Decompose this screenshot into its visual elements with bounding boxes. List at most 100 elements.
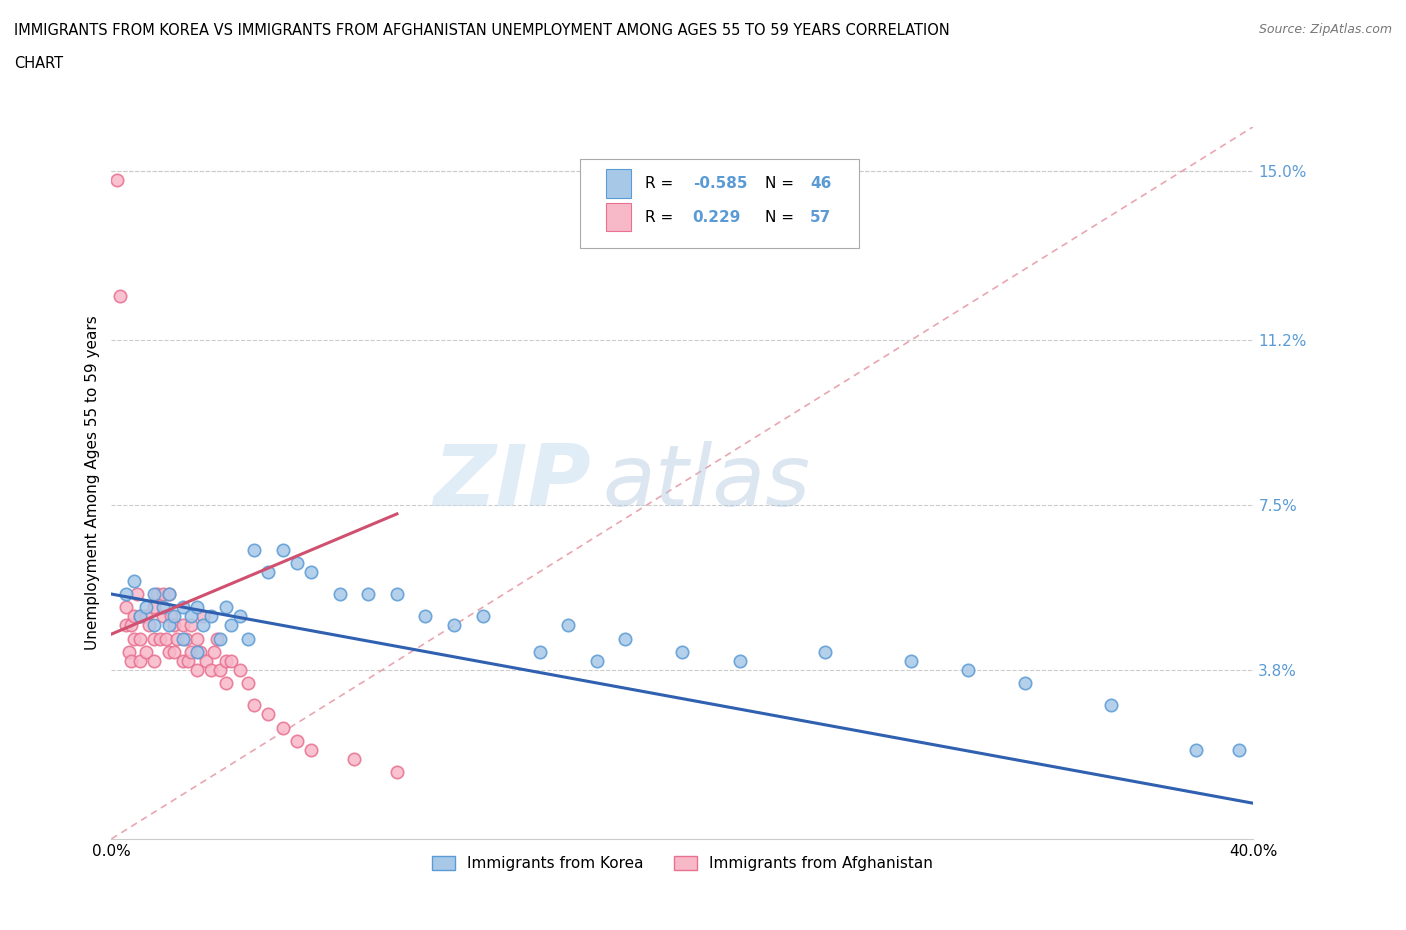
Point xyxy=(257,707,280,722)
Point xyxy=(114,587,136,602)
Point xyxy=(585,654,607,669)
Text: N =: N = xyxy=(765,176,799,191)
Point xyxy=(129,609,152,624)
Point xyxy=(172,631,194,646)
Point xyxy=(299,742,322,757)
Point xyxy=(114,618,136,632)
Point xyxy=(117,644,139,659)
Point xyxy=(143,618,166,632)
Point xyxy=(157,618,180,632)
Point xyxy=(529,644,551,659)
Point xyxy=(152,609,174,624)
FancyBboxPatch shape xyxy=(579,159,859,247)
Point xyxy=(299,565,322,579)
Point xyxy=(1185,742,1208,757)
Point xyxy=(357,587,380,602)
Point xyxy=(120,618,142,632)
Point xyxy=(343,751,366,766)
Point xyxy=(1227,742,1250,757)
Point xyxy=(129,631,152,646)
Point xyxy=(127,587,149,602)
Point xyxy=(186,644,208,659)
Point xyxy=(143,600,166,615)
FancyBboxPatch shape xyxy=(606,203,631,232)
Point xyxy=(229,609,252,624)
Point xyxy=(122,573,145,588)
Point xyxy=(135,600,157,615)
Text: 57: 57 xyxy=(810,209,831,224)
FancyBboxPatch shape xyxy=(606,169,631,198)
Text: Source: ZipAtlas.com: Source: ZipAtlas.com xyxy=(1258,23,1392,36)
Point xyxy=(163,609,186,624)
Point xyxy=(202,644,225,659)
Point xyxy=(163,618,186,632)
Point xyxy=(108,288,131,303)
Point xyxy=(160,609,183,624)
Point xyxy=(243,698,266,712)
Point xyxy=(120,654,142,669)
Point xyxy=(271,542,294,557)
Point xyxy=(257,565,280,579)
Point xyxy=(200,609,222,624)
Point xyxy=(157,587,180,602)
Point xyxy=(155,631,177,646)
Point xyxy=(271,720,294,735)
Text: 46: 46 xyxy=(810,176,832,191)
Point xyxy=(671,644,693,659)
Text: 0.229: 0.229 xyxy=(693,209,741,224)
Point xyxy=(221,654,243,669)
Point xyxy=(180,644,202,659)
Point xyxy=(188,644,211,659)
Point xyxy=(186,600,208,615)
Point xyxy=(172,618,194,632)
Point xyxy=(728,654,751,669)
Point xyxy=(200,662,222,677)
Point xyxy=(129,654,152,669)
Point xyxy=(122,631,145,646)
Point xyxy=(129,609,152,624)
Point xyxy=(814,644,837,659)
Text: CHART: CHART xyxy=(14,56,63,71)
Point xyxy=(138,618,160,632)
Point xyxy=(205,631,228,646)
Point xyxy=(1014,675,1036,690)
Text: -0.585: -0.585 xyxy=(693,176,747,191)
Point xyxy=(208,662,231,677)
Point xyxy=(443,618,465,632)
Y-axis label: Unemployment Among Ages 55 to 59 years: Unemployment Among Ages 55 to 59 years xyxy=(86,315,100,650)
Point xyxy=(208,631,231,646)
Point xyxy=(174,631,197,646)
Text: IMMIGRANTS FROM KOREA VS IMMIGRANTS FROM AFGHANISTAN UNEMPLOYMENT AMONG AGES 55 : IMMIGRANTS FROM KOREA VS IMMIGRANTS FROM… xyxy=(14,23,950,38)
Point xyxy=(135,644,157,659)
Point xyxy=(172,600,194,615)
Point xyxy=(146,587,169,602)
Point xyxy=(1099,698,1122,712)
Point xyxy=(149,631,172,646)
Point xyxy=(122,609,145,624)
Point xyxy=(166,631,188,646)
Point xyxy=(557,618,579,632)
Point xyxy=(385,587,408,602)
Point xyxy=(143,631,166,646)
Point xyxy=(238,631,260,646)
Point xyxy=(186,662,208,677)
Point xyxy=(900,654,922,669)
Text: R =: R = xyxy=(645,209,683,224)
Point xyxy=(172,654,194,669)
Point xyxy=(191,618,214,632)
Point xyxy=(186,631,208,646)
Point xyxy=(229,662,252,677)
Point xyxy=(214,600,236,615)
Point xyxy=(221,618,243,632)
Point xyxy=(243,542,266,557)
Point xyxy=(285,555,308,570)
Point xyxy=(285,734,308,749)
Point xyxy=(157,644,180,659)
Point xyxy=(194,654,217,669)
Point xyxy=(163,644,186,659)
Text: R =: R = xyxy=(645,176,678,191)
Point xyxy=(956,662,979,677)
Point xyxy=(143,587,166,602)
Point xyxy=(614,631,637,646)
Point xyxy=(114,600,136,615)
